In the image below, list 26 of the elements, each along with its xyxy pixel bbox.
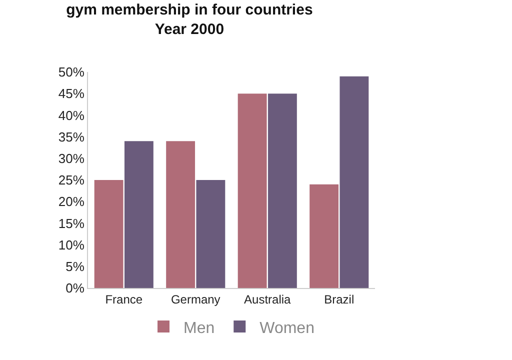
- x-tick-label: Germany: [170, 292, 220, 306]
- chart-title: gym membership in four countries Year 2000: [66, 1, 313, 38]
- y-tick-label: 0%: [66, 280, 85, 296]
- x-tick-label: Australia: [244, 292, 292, 306]
- bar: [94, 180, 124, 288]
- legend-label: Women: [260, 320, 314, 337]
- bar: [340, 76, 369, 288]
- y-tick-label: 45%: [58, 86, 85, 102]
- y-tick-label: 40%: [58, 108, 85, 123]
- bar: [124, 141, 154, 288]
- y-tick-label: 10%: [58, 237, 85, 252]
- y-tick-label: 35%: [58, 129, 85, 144]
- bar: [166, 141, 196, 288]
- bar: [268, 94, 297, 288]
- y-tick-label: 30%: [58, 150, 85, 166]
- bar: [238, 94, 267, 288]
- y-tick-label: 50%: [58, 64, 85, 80]
- x-tick-label: France: [105, 292, 143, 306]
- y-tick-label: 15%: [58, 216, 85, 231]
- bar: [310, 184, 339, 288]
- legend-label: Men: [184, 320, 215, 337]
- y-tick-label: 5%: [66, 258, 85, 274]
- y-tick-label: 25%: [58, 172, 85, 188]
- bar: [196, 180, 226, 288]
- x-tick-label: Brazil: [324, 292, 354, 306]
- y-tick-label: 20%: [58, 194, 85, 210]
